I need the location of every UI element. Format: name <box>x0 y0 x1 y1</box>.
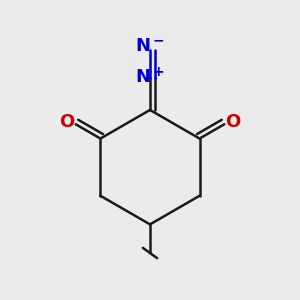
Text: O: O <box>225 113 241 131</box>
Text: O: O <box>59 113 75 131</box>
Text: −: − <box>153 34 164 48</box>
Text: +: + <box>153 65 164 79</box>
Text: N: N <box>135 37 150 55</box>
Text: N: N <box>135 68 150 86</box>
